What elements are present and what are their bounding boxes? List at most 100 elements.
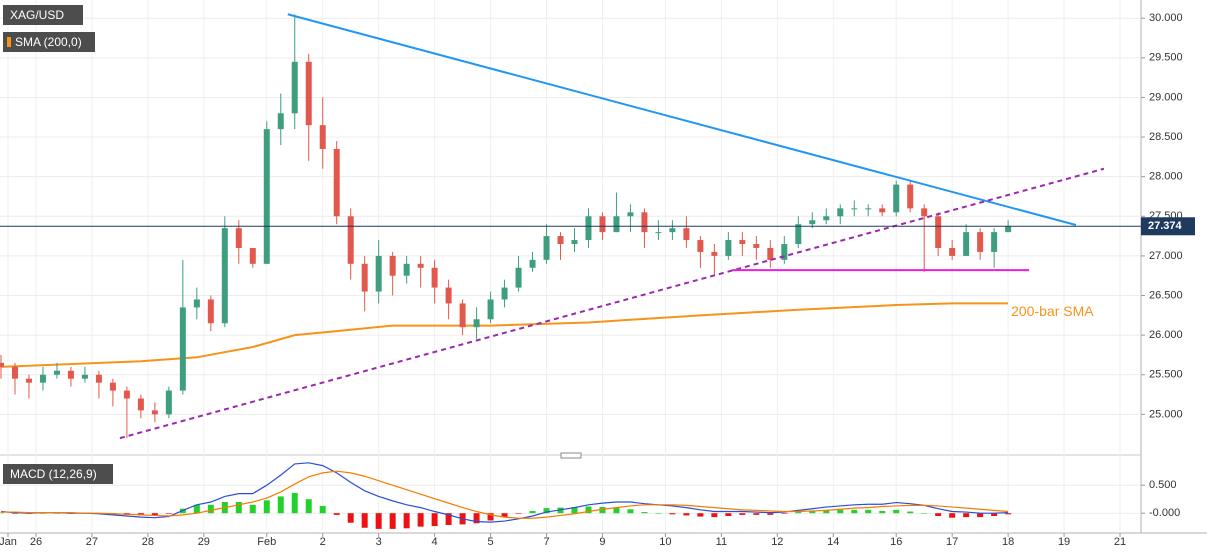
candle-body: [655, 232, 662, 234]
histogram-bar: [487, 513, 494, 521]
histogram-bar: [249, 504, 256, 514]
legend-macd: MACD (12,26,9): [10, 467, 97, 481]
histogram-bar: [781, 513, 788, 514]
candle-body: [599, 216, 606, 233]
candle-body: [865, 208, 872, 210]
y-tick-label: 26.500: [1149, 289, 1183, 301]
histogram-bar: [11, 513, 18, 514]
x-tick-label: 5: [488, 536, 494, 548]
histogram-bar: [389, 513, 396, 529]
y-tick-label: 28.000: [1149, 171, 1183, 183]
histogram-bar: [837, 509, 844, 514]
candle-body: [809, 220, 816, 225]
candle-body: [697, 240, 704, 252]
histogram-bar: [53, 513, 60, 514]
histogram-bar: [823, 509, 830, 514]
x-tick-label: 29: [198, 536, 210, 548]
histogram-bar: [963, 513, 970, 518]
histogram-bar: [725, 513, 732, 516]
candle-body: [795, 224, 802, 245]
histogram-bar: [305, 499, 312, 514]
histogram-bar: [473, 513, 480, 524]
x-tick-label: 3: [376, 536, 382, 548]
x-tick-label: 10: [659, 536, 671, 548]
y-tick-label: 0.500: [1149, 479, 1177, 491]
histogram-bar: [277, 496, 284, 514]
x-tick-label: 7: [543, 536, 549, 548]
candle-body: [179, 307, 186, 391]
x-tick-label: 18: [1002, 536, 1014, 548]
y-tick-label: 29.000: [1149, 91, 1183, 103]
x-tick-label: 21: [1114, 536, 1126, 548]
candle-body: [767, 247, 774, 260]
histogram-bar: [0, 512, 4, 514]
candle-body: [249, 247, 256, 264]
histogram-bar: [207, 504, 214, 514]
candle-body: [557, 236, 564, 245]
candle-body: [305, 61, 312, 126]
x-tick-label: 17: [946, 536, 958, 548]
candle-body: [487, 299, 494, 320]
histogram-bar: [935, 513, 942, 516]
legend-box: [3, 32, 95, 52]
trendline: [287, 13, 1077, 226]
histogram-bar: [529, 510, 536, 514]
x-tick-label: 19: [1058, 536, 1070, 548]
x-tick-label: 28: [142, 536, 154, 548]
candle-body: [543, 236, 550, 260]
candle-body: [319, 125, 326, 149]
legend-symbol: XAG/USD: [10, 8, 64, 22]
histogram-bar: [641, 512, 648, 514]
candle-body: [641, 212, 648, 233]
x-tick-label: Feb: [257, 536, 276, 548]
histogram-bar: [627, 509, 634, 514]
candle-body: [907, 184, 914, 209]
legend-swatch: [7, 37, 11, 47]
y-tick-label: 28.500: [1149, 131, 1183, 143]
histogram-bar: [767, 513, 774, 515]
candle-body: [445, 287, 452, 304]
histogram-bar: [151, 513, 158, 516]
candle-body: [739, 240, 746, 245]
histogram-bar: [795, 512, 802, 514]
candle-body: [613, 216, 620, 233]
sma-line: [0, 302, 1009, 368]
histogram-bar: [865, 509, 872, 514]
histogram-bar: [291, 493, 298, 514]
histogram-bar: [809, 510, 816, 514]
histogram-bar: [697, 513, 704, 517]
legend-box: [3, 5, 83, 25]
histogram-bar: [403, 513, 410, 529]
histogram-bar: [445, 513, 452, 525]
histogram-bar: [431, 513, 438, 527]
candle-body: [137, 398, 144, 411]
x-tick-label: 16: [890, 536, 902, 548]
histogram-bar: [893, 509, 900, 514]
histogram-bar: [907, 511, 914, 514]
candle-body: [1005, 226, 1012, 233]
candle-body: [291, 61, 298, 114]
legend-sma: SMA (200,0): [15, 35, 82, 49]
x-tick-label: Jan: [0, 536, 17, 548]
candle-body: [963, 232, 970, 256]
candle-body: [879, 208, 886, 213]
candle-body: [263, 129, 270, 264]
histogram-bar: [977, 513, 984, 518]
histogram-bar: [319, 505, 326, 514]
histogram-bar: [263, 500, 270, 514]
candle-body: [431, 267, 438, 288]
histogram-bar: [669, 513, 676, 515]
histogram-bar: [585, 506, 592, 514]
trendline: [119, 167, 1105, 440]
candle-body: [389, 255, 396, 276]
candle-body: [991, 232, 998, 252]
histogram-bar: [193, 504, 200, 514]
pane-resize-handle[interactable]: [560, 452, 582, 459]
candle-body: [347, 216, 354, 264]
candle-body: [403, 263, 410, 276]
candle-body: [921, 208, 928, 217]
histogram-bar: [1005, 513, 1012, 515]
histogram-bar: [361, 513, 368, 528]
candle-body: [837, 208, 844, 217]
